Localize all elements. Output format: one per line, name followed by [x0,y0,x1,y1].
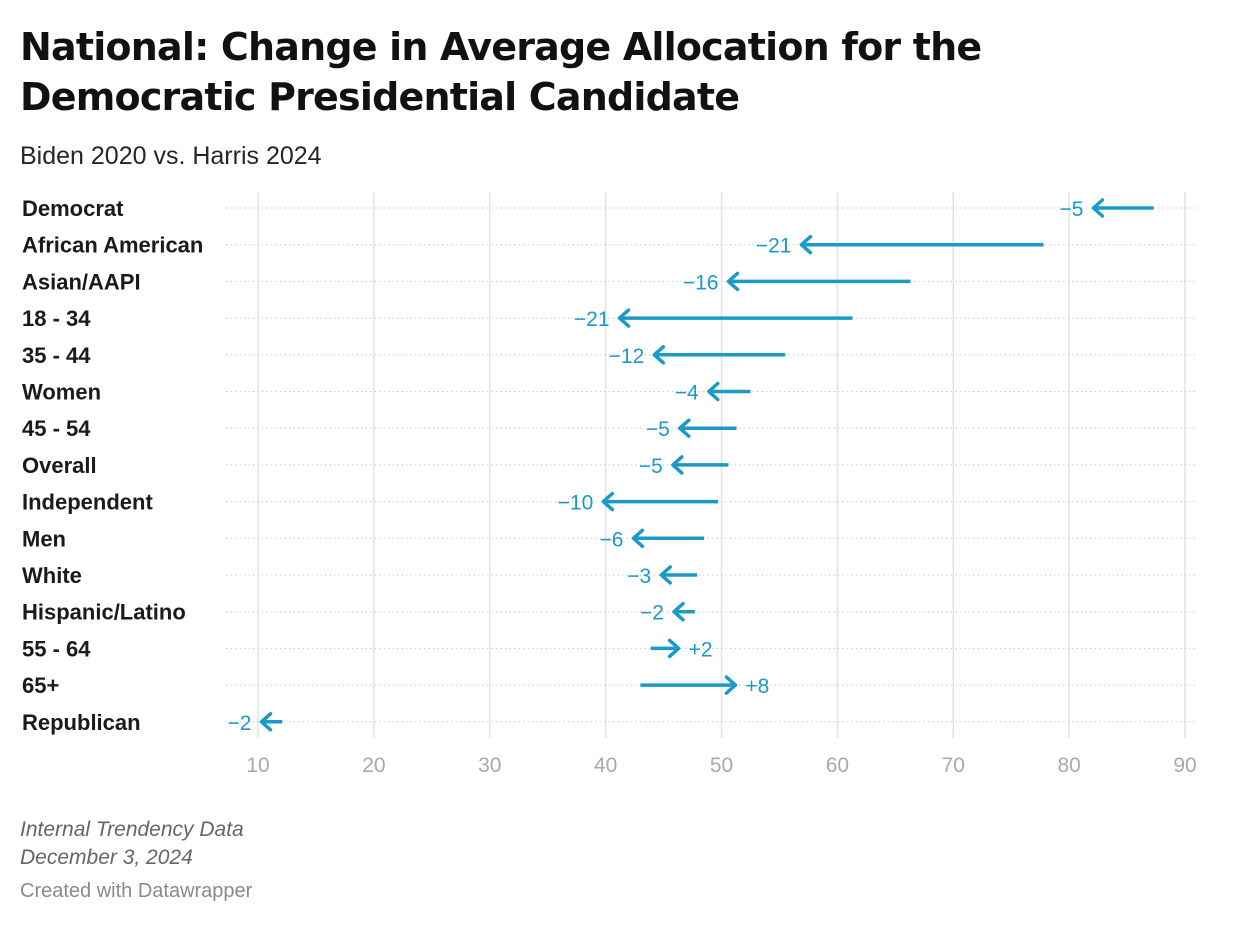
arrow-head [671,455,684,475]
arrow-head [726,271,740,292]
x-tick-label: 50 [710,754,733,777]
arrow-head [259,712,273,732]
row-label: 35 - 44 [22,343,91,368]
change-label: −5 [1060,198,1084,221]
arrow-mark [799,234,1044,255]
row-label: Women [22,380,101,405]
arrow-mark [650,638,681,659]
arrow-head [799,234,813,255]
row-label: 45 - 54 [22,416,91,441]
arrow-mark [671,455,729,475]
change-label: +8 [745,675,769,698]
arrow-head [672,601,685,622]
arrow-head [1091,198,1105,218]
row-label: Republican [22,710,141,735]
arrow-head [724,675,738,695]
row-label: 65+ [22,673,59,698]
change-label: −16 [683,271,719,294]
arrow-head [617,308,631,328]
source-line-2: December 3, 2024 [20,846,193,869]
arrow-head [707,381,720,402]
change-label: −4 [675,382,699,405]
change-label: −5 [639,455,663,478]
chart-subtitle: Biden 2020 vs. Harris 2024 [20,142,322,170]
arrow-head [667,638,681,659]
arrow-head [652,345,666,365]
footer-source: Internal Trendency Data December 3, 2024 [20,816,244,872]
row-labels: Democrat African American Asian/AAPI 18 - 3… [22,196,203,735]
arrow-mark [659,565,698,585]
x-tick-label: 70 [942,754,965,777]
change-label: −21 [574,308,610,331]
arrow-head [601,491,615,512]
row-label: 55 - 64 [22,636,91,661]
change-label: −3 [627,565,651,588]
row-label: 18 - 34 [22,306,91,331]
x-tick-label: 90 [1173,754,1196,777]
arrow-chart: Democrat African American Asian/AAPI 18 - 3… [22,192,1197,777]
arrow-head [678,418,691,438]
row-label: Democrat [22,196,124,221]
change-label: −12 [609,345,645,368]
x-tick-label: 60 [826,754,849,777]
change-label: −10 [558,492,594,515]
row-label: Overall [22,453,97,478]
row-label: Men [22,526,66,551]
x-tick-label: 30 [478,754,501,777]
row-label: White [22,563,82,588]
arrow-head [659,565,672,585]
arrow-mark [678,418,737,438]
chart-title: National: Change in Average Allocation f… [20,25,982,119]
arrow-mark [617,308,853,328]
arrow-mark [601,491,719,512]
row-label: Asian/AAPI [22,269,141,294]
x-tick-label: 20 [362,754,385,777]
arrows [259,198,1154,732]
arrow-head [631,528,645,549]
arrow-mark [259,712,283,732]
arrow-mark [640,675,738,695]
footer-credit: Created with Datawrapper [20,880,253,902]
row-label: Hispanic/Latino [22,600,186,625]
arrow-mark [1091,198,1154,218]
arrow-mark [652,345,786,365]
x-tick-label: 80 [1057,754,1080,777]
row-label: Independent [22,490,153,515]
arrow-mark [707,381,751,402]
x-tick-label: 10 [246,754,269,777]
arrow-mark [672,601,695,622]
source-line-1: Internal Trendency Data [20,818,244,841]
change-label: +2 [689,638,713,661]
x-tick-label: 40 [594,754,617,777]
change-label: −5 [646,418,670,441]
arrow-mark [631,528,705,549]
arrow-mark [726,271,911,292]
change-label: −2 [640,602,664,625]
change-label: −21 [756,235,792,258]
change-label: −2 [228,712,252,735]
row-label: African American [22,233,203,258]
change-label: −6 [599,528,623,551]
x-axis-ticks: 10 20 30 40 50 60 70 80 90 [246,754,1196,777]
value-labels: −5−21−16−21−12−4−5−5−10−6−3−2+2+8−2 [228,198,1084,735]
